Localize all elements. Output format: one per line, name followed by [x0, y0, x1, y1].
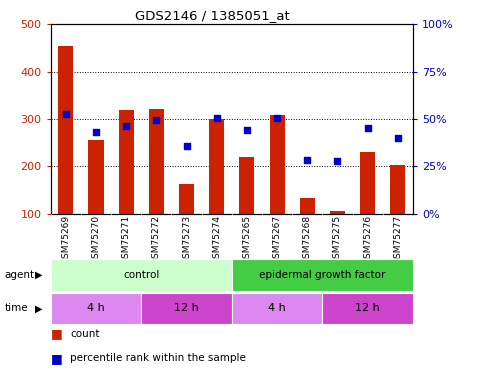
Point	[213, 115, 221, 121]
Bar	[323, 292, 413, 324]
Text: GSM75274: GSM75274	[212, 215, 221, 264]
Text: GSM75267: GSM75267	[272, 215, 282, 264]
Text: count: count	[70, 329, 99, 339]
Bar	[58, 46, 73, 214]
Bar	[51, 259, 232, 291]
Bar	[330, 211, 345, 214]
Point	[92, 129, 100, 135]
Bar	[142, 292, 232, 324]
Text: GSM75273: GSM75273	[182, 215, 191, 264]
Text: GSM75268: GSM75268	[303, 215, 312, 264]
Text: GSM75271: GSM75271	[122, 215, 131, 264]
Bar	[390, 165, 405, 214]
Bar	[360, 152, 375, 214]
Point	[243, 127, 251, 133]
Text: ▶: ▶	[35, 303, 43, 313]
Text: GSM75270: GSM75270	[91, 215, 100, 264]
Point	[334, 158, 341, 164]
Bar	[232, 292, 323, 324]
Bar	[179, 184, 194, 214]
Text: control: control	[123, 270, 159, 280]
Point	[394, 135, 402, 141]
Point	[183, 143, 190, 149]
Text: 4 h: 4 h	[268, 303, 286, 313]
Point	[303, 157, 311, 163]
Text: GSM75275: GSM75275	[333, 215, 342, 264]
Text: agent: agent	[5, 270, 35, 280]
Point	[364, 124, 371, 130]
Point	[122, 123, 130, 129]
Text: GSM75265: GSM75265	[242, 215, 252, 264]
Text: GSM75272: GSM75272	[152, 215, 161, 264]
Text: GSM75269: GSM75269	[61, 215, 71, 264]
Bar	[149, 109, 164, 214]
Text: GDS2146 / 1385051_at: GDS2146 / 1385051_at	[135, 9, 290, 22]
Point	[273, 115, 281, 121]
Bar	[209, 119, 224, 214]
Point	[153, 117, 160, 123]
Bar	[270, 115, 284, 214]
Text: ■: ■	[51, 327, 62, 340]
Text: ■: ■	[51, 352, 62, 364]
Text: GSM75276: GSM75276	[363, 215, 372, 264]
Point	[62, 111, 70, 117]
Text: time: time	[5, 303, 28, 313]
Text: percentile rank within the sample: percentile rank within the sample	[70, 353, 246, 363]
Bar	[240, 157, 255, 214]
Text: GSM75277: GSM75277	[393, 215, 402, 264]
Text: 4 h: 4 h	[87, 303, 105, 313]
Bar	[51, 292, 142, 324]
Text: epidermal growth factor: epidermal growth factor	[259, 270, 385, 280]
Bar	[232, 259, 413, 291]
Bar	[88, 140, 103, 214]
Text: 12 h: 12 h	[355, 303, 380, 313]
Text: ▶: ▶	[35, 270, 43, 280]
Bar	[300, 198, 315, 214]
Bar	[119, 110, 134, 214]
Text: 12 h: 12 h	[174, 303, 199, 313]
